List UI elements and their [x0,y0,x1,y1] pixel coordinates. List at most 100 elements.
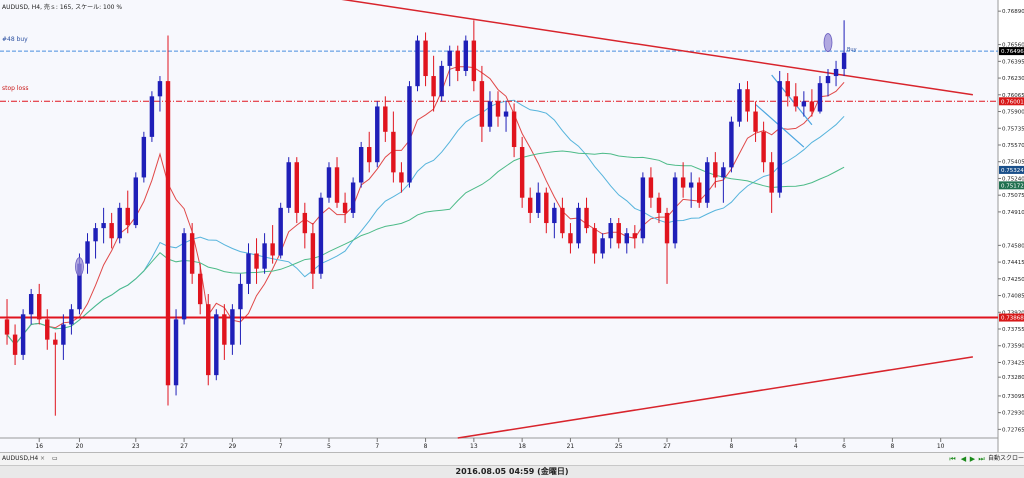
trendline-2 [457,356,973,439]
candle-body [262,243,267,269]
candle-body [181,233,187,320]
time-tick-label: 10 [937,443,945,450]
candle-body [342,202,348,213]
tab-close-icon[interactable]: × [40,455,46,462]
candle-body [141,136,147,178]
time-tick-label: 21 [567,443,575,450]
candle-body [471,40,477,82]
candle-body [109,223,114,239]
price-tick-label: 0.76890 [1002,9,1024,15]
candle-body [69,309,74,325]
candle-body [600,238,605,254]
price-tick-label: 0.75240 [1002,176,1024,182]
status-bar: 2016.08.05 04:59 (金曜日) [0,465,1024,478]
scroll-last-icon[interactable]: ⏭ [978,455,985,463]
price-tick-label: 0.74910 [1002,210,1024,216]
price-tick-label: 0.76230 [1002,76,1024,82]
candle-body [53,339,58,345]
candle-body [503,111,509,117]
time-tick-label: 6 [842,443,846,450]
buy-order-label: #48 buy [2,36,28,43]
candle-body [487,101,493,127]
candle-body [165,81,171,386]
candle-body [777,81,782,193]
scroll-first-icon[interactable]: ⏮ [949,455,956,463]
price-highlight-label: 0.76001 [1001,99,1024,105]
time-tick-label: 7 [279,443,283,450]
candle-body [407,86,412,183]
candle-body [753,111,758,132]
moving-averages-layer [6,66,845,346]
price-highlight-label: 0.76496 [1001,49,1024,55]
candle-body [809,101,815,112]
markers-layer [75,33,833,277]
new-window-icon[interactable]: ▭ [52,455,58,462]
price-tick-label: 0.72765 [1002,427,1024,433]
price-tick-label: 0.73755 [1002,327,1024,333]
candle-body [350,182,356,213]
price-highlight-box [999,47,1024,56]
candle-body [648,177,654,198]
candle-body [745,89,750,112]
buy-arrow-label: Buy [847,47,857,53]
candle-body [157,81,163,97]
candle-body [576,207,581,244]
candle-body [85,241,90,264]
time-tick-label: 8 [890,443,894,450]
candle-body [616,223,621,244]
price-highlight-label: 0.75324 [1001,168,1024,174]
scroll-right-icon[interactable]: ▶ [969,455,976,463]
candle-body [640,177,646,239]
candle-body [246,253,251,284]
candle-body [568,233,573,244]
candle-body [672,177,678,244]
candle-body [77,263,82,310]
candle-body [45,319,50,340]
ma-medium-line [6,99,845,346]
price-tick-label: 0.75900 [1002,110,1024,116]
candle-body [463,40,469,71]
price-tick-label: 0.74415 [1002,260,1024,266]
candle-body [214,314,219,376]
time-tick-label: 25 [615,443,623,450]
candle-body [801,101,807,107]
candle-body [455,50,460,71]
candle-body [624,233,629,244]
price-tick-label: 0.74085 [1002,294,1024,300]
plot-area[interactable] [0,0,998,452]
candle-body [93,228,98,242]
candle-body [383,106,388,132]
price-tick-label: 0.76560 [1002,43,1024,49]
candle-body [286,162,291,208]
price-highlight-box [999,97,1024,106]
tab-auto-scroll[interactable]: 自動スクロール [988,455,1024,462]
candle-body [536,192,541,213]
candle-body [254,253,259,269]
candle-body [519,147,525,198]
candles-layer [4,20,847,416]
scroll-left-icon[interactable]: ◀ [960,455,967,463]
candle-body [149,96,155,137]
price-highlight-box [999,313,1024,322]
time-tick-label: 7 [375,443,379,450]
price-highlight-label: 0.73868 [1001,316,1024,322]
price-tick-label: 0.74580 [1002,243,1024,249]
time-tick-label: 29 [229,443,237,450]
time-tick-label: 8 [730,443,734,450]
price-highlight-label: 0.75172 [1001,183,1024,189]
candle-body [238,283,243,310]
candle-body [358,147,364,183]
candle-body [173,319,179,386]
price-axis-labels: 0.76890 0.76560 0.76395 0.76230 0.76065 0.759… [998,9,1024,433]
candle-body [544,192,549,224]
time-tick-label: 4 [794,443,798,450]
candle-body [705,162,710,203]
trendlines-layer [341,0,973,439]
candle-body [793,96,799,107]
candle-body [133,177,139,226]
tab-audusd-h4[interactable]: AUDUSD,H4 [2,455,39,462]
entry-marker-left [75,257,84,277]
candle-body [375,106,380,163]
